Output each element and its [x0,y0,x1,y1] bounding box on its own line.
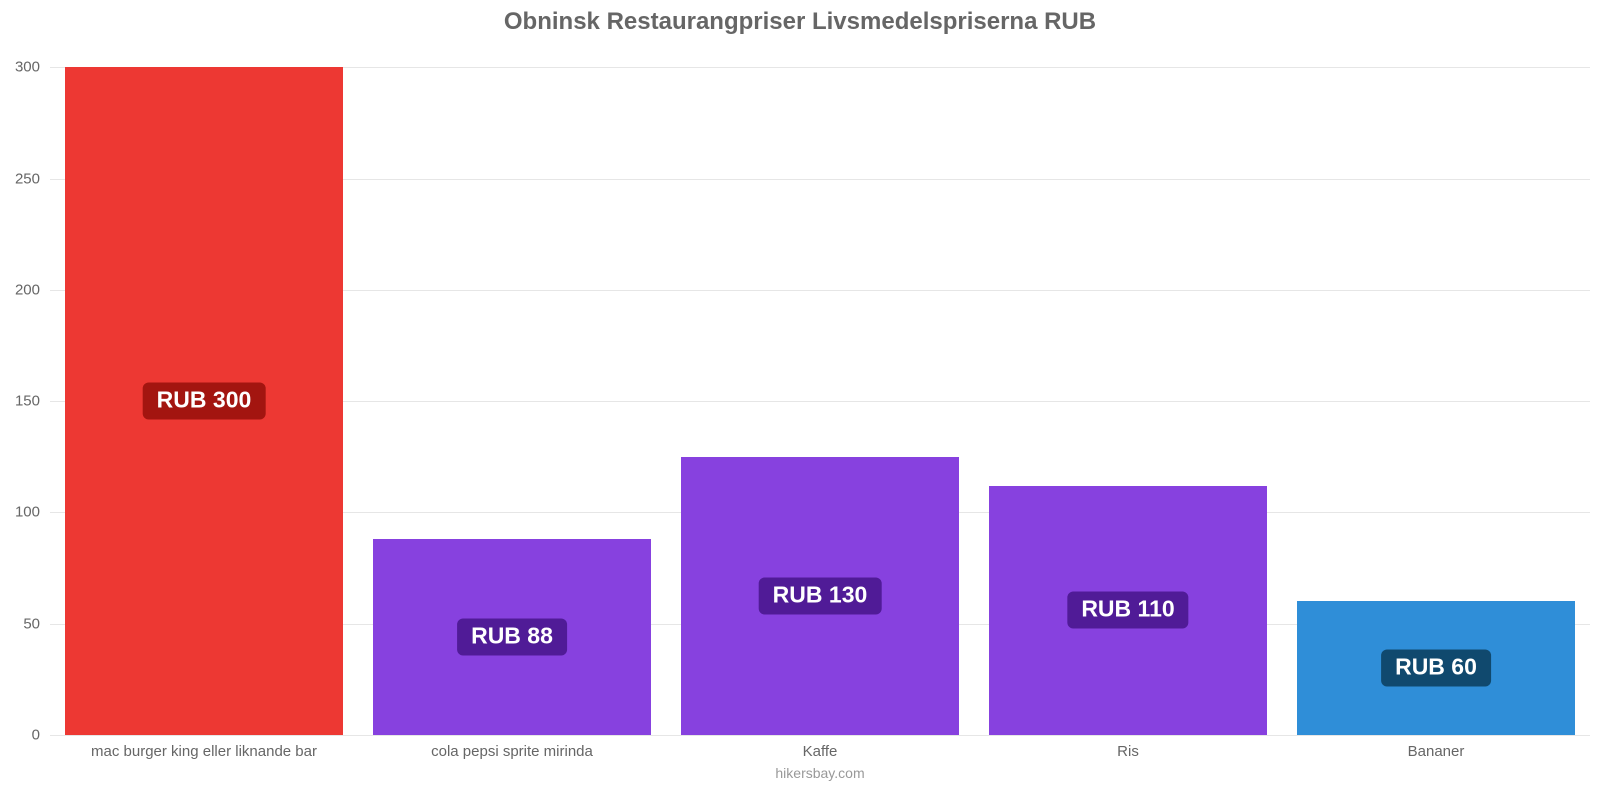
y-tick-label: 0 [32,727,50,744]
y-tick-label: 200 [15,281,50,298]
plot-area: hikersbay.com 050100150200250300RUB 300m… [50,45,1590,735]
y-tick-label: 300 [15,59,50,76]
x-tick-label: mac burger king eller liknande bar [91,735,317,760]
bar-value-badge: RUB 60 [1381,650,1491,687]
y-tick-label: 250 [15,170,50,187]
bar: RUB 88 [373,539,650,735]
bar-value-badge: RUB 300 [143,383,266,420]
x-tick-label: Ris [1117,735,1139,760]
bar-value-badge: RUB 110 [1067,592,1188,629]
bar: RUB 130 [681,457,958,735]
chart-title: Obninsk Restaurangpriser Livsmedelsprise… [0,8,1600,36]
x-tick-label: Kaffe [803,735,838,760]
x-tick-label: cola pepsi sprite mirinda [431,735,593,760]
y-tick-label: 100 [15,504,50,521]
price-bar-chart: Obninsk Restaurangpriser Livsmedelsprise… [0,0,1600,800]
bar-value-badge: RUB 88 [457,619,567,656]
bar: RUB 60 [1297,601,1574,735]
bar: RUB 110 [989,486,1266,735]
x-tick-label: Bananer [1408,735,1465,760]
bar-value-badge: RUB 130 [759,577,882,614]
y-tick-label: 50 [23,615,50,632]
y-tick-label: 150 [15,393,50,410]
bar: RUB 300 [65,67,342,735]
